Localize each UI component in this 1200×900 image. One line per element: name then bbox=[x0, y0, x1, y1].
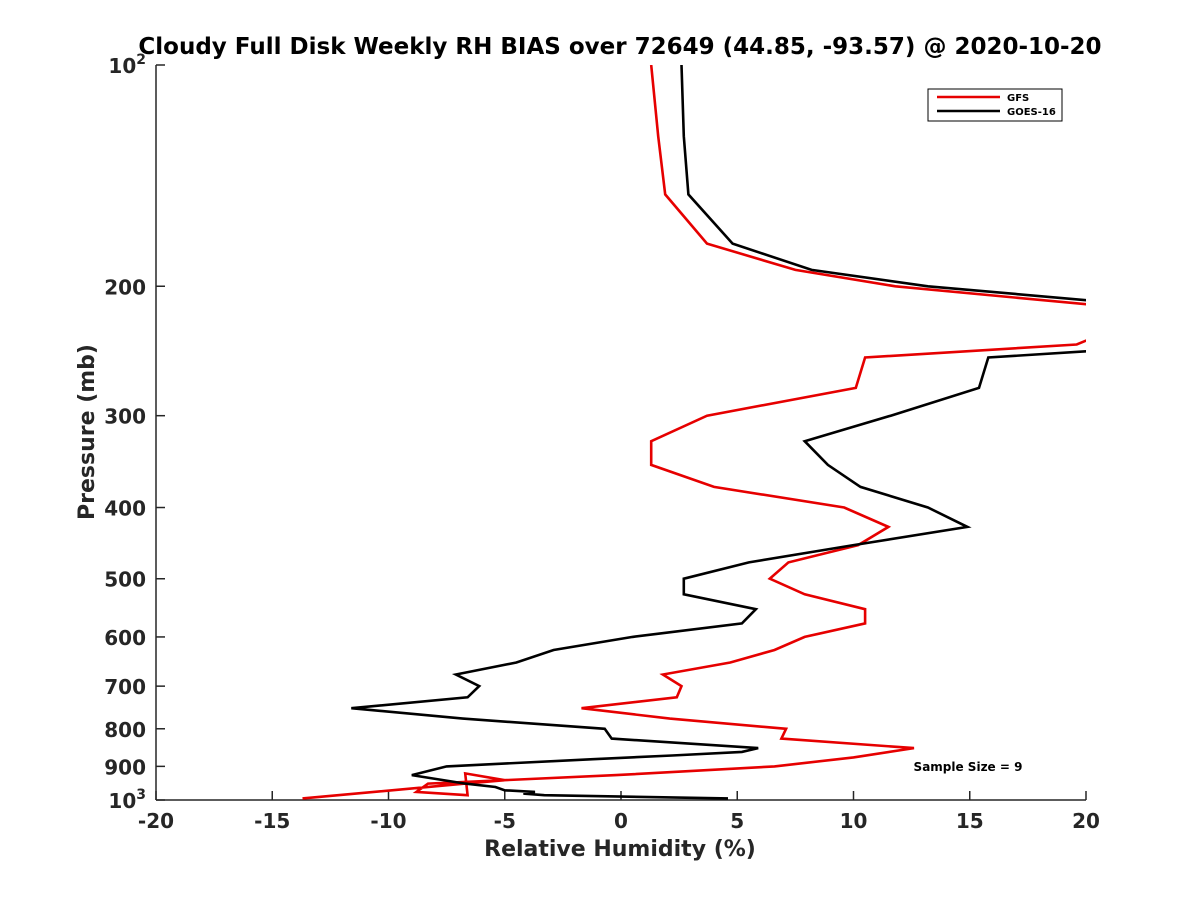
x-tick-label: 15 bbox=[956, 809, 984, 833]
legend: GFS GOES-16 bbox=[927, 88, 1063, 122]
y-tick-label: 700 bbox=[104, 675, 146, 699]
x-ticks: -20 -15 -10 -5 0 5 10 15 20 bbox=[138, 791, 1100, 833]
y-tick-label: 103 bbox=[108, 787, 146, 813]
y-tick-exponent: 2 bbox=[136, 52, 146, 68]
x-tick-label: -5 bbox=[494, 809, 516, 833]
y-tick-base: 10 bbox=[108, 54, 136, 78]
x-tick-label: 10 bbox=[840, 809, 868, 833]
y-axis-label: Pressure (mb) bbox=[75, 344, 100, 520]
x-axis-label: Relative Humidity (%) bbox=[484, 837, 756, 862]
y-tick-label: 200 bbox=[104, 275, 146, 299]
chart-title: Cloudy Full Disk Weekly RH BIAS over 726… bbox=[138, 34, 1101, 60]
series-layer bbox=[302, 65, 1086, 800]
y-tick-exponent: 3 bbox=[136, 787, 146, 803]
x-tick-label: -15 bbox=[254, 809, 290, 833]
y-tick-label: 800 bbox=[104, 718, 146, 742]
sample-size-annotation: Sample Size = 9 bbox=[914, 760, 1023, 774]
plot-area: -20 -15 -10 -5 0 5 10 15 20 10220030040050060070… bbox=[104, 52, 1100, 833]
x-tick-label: -10 bbox=[370, 809, 406, 833]
x-tick-label: 0 bbox=[614, 809, 628, 833]
y-tick-label: 600 bbox=[104, 626, 146, 650]
x-tick-label: 5 bbox=[730, 809, 744, 833]
y-tick-label: 300 bbox=[104, 405, 146, 429]
y-tick-label: 102 bbox=[108, 52, 146, 78]
x-tick-label: 20 bbox=[1072, 809, 1100, 833]
y-tick-label: 900 bbox=[104, 755, 146, 779]
series-line-goes-16 bbox=[351, 65, 1086, 800]
y-tick-label: 500 bbox=[104, 568, 146, 592]
legend-label-gfs: GFS bbox=[1007, 93, 1029, 104]
series-line-gfs bbox=[302, 65, 1086, 800]
legend-label-goes-16: GOES-16 bbox=[1007, 107, 1056, 118]
x-tick-label: -20 bbox=[138, 809, 174, 833]
y-tick-label: 400 bbox=[104, 497, 146, 521]
legend-box bbox=[927, 88, 1063, 122]
y-tick-base: 10 bbox=[108, 789, 136, 813]
